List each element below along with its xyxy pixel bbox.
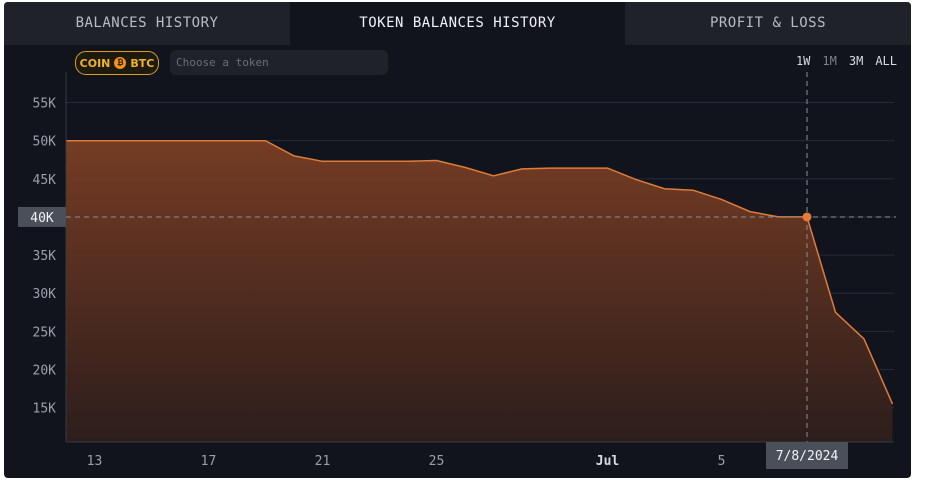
y-tick-label: 25K	[33, 325, 57, 340]
series-area-fill	[66, 140, 893, 442]
y-tick-label: 20K	[33, 364, 57, 379]
y-tick-label: 15K	[33, 402, 57, 417]
x-tick-label: 21	[315, 454, 331, 469]
tab-bar: BALANCES HISTORY TOKEN BALANCES HISTORY …	[4, 2, 911, 45]
tab-profit-and-loss[interactable]: PROFIT & LOSS	[625, 2, 911, 45]
series-line	[66, 139, 894, 405]
y-tick-label: 35K	[33, 249, 57, 264]
x-tick-label: 17	[201, 454, 217, 469]
crosshair-x-label: 7/8/2024	[776, 449, 839, 464]
crosshair-y-badge	[18, 206, 66, 227]
balance-area-chart: 55K50K45K40K35K30K25K20K15K13172125Jul5 …	[18, 72, 896, 469]
crosshair-y-label: 40K	[30, 211, 54, 226]
x-tick-label: 5	[718, 454, 726, 469]
token-search-input[interactable]	[170, 50, 388, 75]
coin-filter-chip[interactable]: COIN ₿ BTC	[75, 51, 159, 75]
btc-label: BTC	[130, 56, 155, 70]
range-selector: 1W 1M 3M ALL	[790, 54, 903, 68]
highlight-point[interactable]	[802, 212, 812, 222]
y-tick-label: 55K	[33, 97, 57, 112]
token-balances-panel: BALANCES HISTORY TOKEN BALANCES HISTORY …	[4, 2, 911, 478]
tab-token-balances-history[interactable]: TOKEN BALANCES HISTORY	[290, 2, 625, 45]
range-3m[interactable]: 3M	[848, 54, 864, 68]
range-all[interactable]: ALL	[875, 54, 897, 68]
bitcoin-icon: ₿	[114, 57, 127, 69]
y-tick-label: 50K	[33, 135, 57, 150]
tab-balances-history[interactable]: BALANCES HISTORY	[4, 2, 290, 45]
x-tick-label: Jul	[596, 454, 619, 469]
x-tick-label: 25	[429, 454, 445, 469]
range-1w[interactable]: 1W	[795, 54, 811, 68]
coin-label: COIN	[79, 56, 111, 70]
range-1m[interactable]: 1M	[822, 54, 837, 68]
y-tick-label: 30K	[33, 287, 57, 302]
crosshair-x-badge	[766, 442, 848, 469]
y-tick-label: 45K	[33, 173, 57, 188]
x-tick-label: 13	[87, 454, 103, 469]
